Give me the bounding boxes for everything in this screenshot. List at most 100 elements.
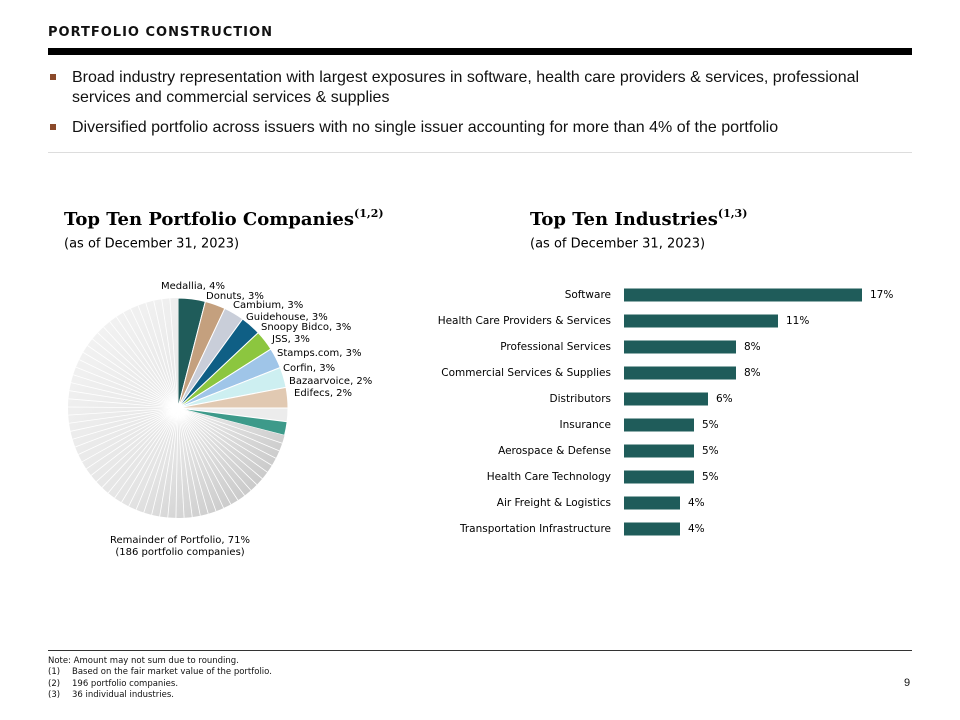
slice-label: Guidehouse, 3% <box>246 312 328 323</box>
chart-subtitle: (as of December 31, 2023) <box>64 237 239 252</box>
slice-divider <box>75 366 179 409</box>
category-label: Distributors <box>550 393 611 405</box>
slice-divider <box>137 305 179 409</box>
slice-divider <box>177 407 277 459</box>
category-label: Aerospace & Defense <box>498 445 611 457</box>
note: (2) 196 portfolio companies. <box>48 679 272 690</box>
slice-divider <box>177 407 268 473</box>
note: (1) Based on the fair market value of the… <box>48 667 272 678</box>
header-title: PORTFOLIO CONSTRUCTION <box>48 25 273 40</box>
title-text: Top Ten Portfolio Companies <box>64 209 354 230</box>
bar <box>624 340 736 354</box>
slice-divider <box>159 407 179 517</box>
slice-divider <box>109 321 179 409</box>
page-number: 9 <box>904 677 911 689</box>
slice-divider <box>96 407 179 482</box>
category-label: Health Care Technology <box>487 471 611 483</box>
slice-divider <box>130 308 179 409</box>
slice-divider <box>145 302 179 409</box>
slice-label: JSS, 3% <box>271 334 310 345</box>
value-label: 4% <box>688 497 705 509</box>
slice-divider <box>177 407 201 516</box>
bullet: Diversified portfolio across issuers wit… <box>50 118 887 138</box>
slice-divider <box>167 407 179 518</box>
bar <box>624 496 680 510</box>
slice-divider <box>151 407 179 515</box>
bar <box>624 418 694 432</box>
slice-label: Edifecs, 2% <box>294 388 352 399</box>
slice-divider <box>177 407 209 514</box>
slice-divider <box>82 352 179 409</box>
slice-divider <box>122 312 179 409</box>
slice-divider <box>116 316 179 409</box>
slice-divider <box>177 407 193 518</box>
slice-label: Bazaarvoice, 2% <box>289 376 372 387</box>
slice-divider <box>90 407 179 476</box>
bar <box>624 444 694 458</box>
slice-divider <box>177 407 283 444</box>
category-label: Air Freight & Logistics <box>497 497 611 509</box>
slice-label: Snoopy Bidco, 3% <box>261 322 351 333</box>
title-text: Top Ten Industries <box>530 209 718 230</box>
slice-divider <box>79 359 179 409</box>
bar <box>624 522 680 536</box>
note: (3) 36 individual industries. <box>48 690 272 701</box>
slice-label: Donuts, 3% <box>206 291 264 302</box>
pie-slice <box>177 407 288 436</box>
slice-divider <box>70 382 179 409</box>
value-label: 5% <box>702 419 719 431</box>
title-note: (1,2) <box>354 207 384 220</box>
slice-divider <box>101 407 179 488</box>
slice-divider <box>86 407 179 470</box>
slice-divider <box>169 298 179 409</box>
bar <box>624 288 862 302</box>
value-label: 4% <box>688 523 705 535</box>
footer-rule <box>48 650 912 651</box>
note-text: Based on the fair market value of the po… <box>72 667 272 678</box>
slice-sublabel: (186 portfolio companies) <box>115 547 244 558</box>
header-bar <box>48 48 912 55</box>
slice-divider <box>72 407 179 440</box>
note-text: 196 portfolio companies. <box>72 678 179 689</box>
value-label: 8% <box>744 367 761 379</box>
value-label: 11% <box>786 315 809 327</box>
slice-label: Corfin, 3% <box>283 363 335 374</box>
bar <box>624 392 708 406</box>
slice-divider <box>70 407 179 432</box>
slice-divider <box>73 374 179 409</box>
slice-divider <box>69 407 179 424</box>
slice-divider <box>177 407 245 496</box>
slice-divider <box>121 407 179 503</box>
bar <box>624 314 778 328</box>
slice-divider <box>177 407 239 501</box>
slice-divider <box>78 407 179 455</box>
note-text: 36 individual industries. <box>72 689 174 700</box>
slice-divider <box>177 407 252 491</box>
slice-divider <box>177 407 258 486</box>
chart-subtitle: (as of December 31, 2023) <box>530 237 705 252</box>
category-label: Professional Services <box>500 341 611 353</box>
category-label: Software <box>565 289 611 301</box>
note-marker: (1) <box>48 667 61 678</box>
note-marker: (3) <box>48 689 61 700</box>
note-marker: (2) <box>48 678 61 689</box>
slice-divider <box>97 332 179 409</box>
value-label: 6% <box>716 393 733 405</box>
value-label: 8% <box>744 341 761 353</box>
slice-divider <box>153 300 179 409</box>
slice-divider <box>177 407 263 479</box>
slice-divider <box>177 407 280 452</box>
slice-divider <box>177 407 224 509</box>
bullet: Broad industry representation with large… <box>50 68 887 108</box>
slice-divider <box>177 407 185 518</box>
notes: Note: Amount may not sum due to rounding… <box>48 656 272 701</box>
slice-divider <box>69 390 179 409</box>
bar <box>624 366 736 380</box>
slice-divider <box>175 407 179 518</box>
value-label: 5% <box>702 471 719 483</box>
slice-divider <box>161 299 179 409</box>
slice-divider <box>103 326 179 409</box>
slice-divider <box>143 407 179 513</box>
divider <box>48 152 912 153</box>
